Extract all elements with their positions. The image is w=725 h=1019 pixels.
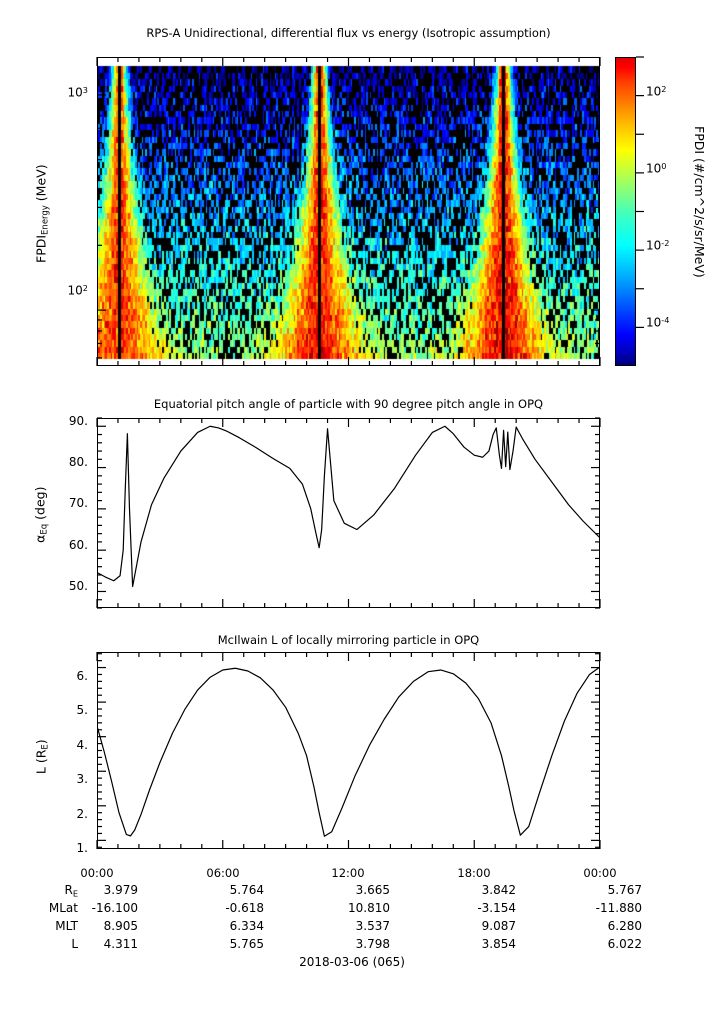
table-cell: -11.880 [595, 901, 642, 915]
ephemeris-rowlabel-mlat: MLat [48, 901, 78, 915]
table-cell: -16.100 [91, 901, 138, 915]
table-cell: 9.087 [481, 919, 516, 933]
ephemeris-rowlabel-l: L [71, 937, 78, 951]
xtick-label-2: 12:00 [331, 866, 365, 880]
mcilwain-line [97, 666, 600, 837]
mcilwain-ytick-5: 5. [76, 703, 88, 717]
colorbar-ticklabel-2: 100 [646, 161, 692, 176]
mcilwain-ytick-2: 2. [76, 807, 88, 821]
table-cell: 3.537 [355, 919, 390, 933]
colorbar-label: FPDI (#/cm^2/s/sr/MeV) [692, 126, 707, 278]
spectrogram-ticks [96, 57, 601, 366]
mcilwain-ytick-6: 6. [76, 669, 88, 683]
table-cell: -0.618 [225, 901, 264, 915]
xtick-label-0: 00:00 [80, 866, 114, 880]
table-cell: 3.842 [481, 883, 516, 897]
rowlabel-sub-e: E [72, 888, 78, 899]
table-cell: 10.810 [348, 901, 390, 915]
cb-mantissa: 10 [646, 84, 662, 99]
mcilwain-ylabel-text: L (R [33, 749, 49, 775]
table-cell: 5.767 [607, 883, 642, 897]
table-cell: 3.854 [481, 937, 516, 951]
rowlabel-r: R [64, 883, 73, 897]
pitch-ytick-80: 80. [68, 455, 88, 469]
spectrogram-ytick-100: 102 [20, 283, 88, 298]
pitch-angle-title: Equatorial pitch angle of particle with … [153, 397, 544, 411]
mcilwain-ytick-4: 4. [76, 738, 88, 752]
table-cell: 8.905 [103, 919, 138, 933]
pitch-ytick-70: 70. [68, 496, 88, 510]
mcilwain-axes [97, 652, 600, 849]
table-cell: 5.764 [229, 883, 264, 897]
pitch-angle-ticks [96, 417, 601, 609]
cb-exponent: -2 [661, 238, 670, 248]
table-cell: 5.765 [229, 937, 264, 951]
cb-exponent: 2 [661, 84, 667, 94]
pitch-angle-axes [97, 418, 600, 608]
cb-mantissa: 10 [646, 238, 662, 253]
ytick-mantissa: 10 [67, 85, 83, 100]
ephemeris-table: RE MLat MLT L 3.979 5.764 3.665 3.842 5.… [0, 883, 725, 973]
cb-exponent: -4 [661, 315, 670, 325]
table-cell: 6.022 [607, 937, 642, 951]
colorbar-ticklabel-3: 10-2 [646, 238, 692, 253]
mcilwain-ticks [96, 652, 601, 849]
cb-mantissa: 10 [646, 161, 662, 176]
pitch-ylabel-sub: Eq [39, 523, 50, 535]
xtick-label-4: 00:00 [583, 866, 617, 880]
mcilwain-title: McIlwain L of locally mirroring particle… [217, 633, 480, 647]
table-cell: 3.979 [103, 883, 138, 897]
spectrogram-ytick-1000: 103 [20, 85, 88, 100]
spectrogram-title: RPS-A Unidirectional, differential flux … [146, 26, 551, 40]
spectrogram-ylabel-unit: (MeV) [33, 164, 49, 206]
spectrogram-ylabel: FPDIEnergy (MeV) [33, 144, 50, 284]
ytick-mantissa: 10 [67, 283, 83, 298]
spectrogram-image [98, 58, 599, 365]
ytick-exponent: 2 [82, 283, 88, 293]
pitch-ytick-50: 50. [68, 579, 88, 593]
cb-exponent: 0 [661, 161, 667, 171]
ephemeris-rowlabel-mlt: MLT [55, 919, 78, 933]
mcilwain-ytick-3: 3. [76, 772, 88, 786]
spectrogram-ylabel-text: FPDI [33, 234, 49, 263]
pitch-ytick-60: 60. [68, 538, 88, 552]
ephemeris-rowlabel-re: RE [0, 883, 79, 899]
table-cell: 4.311 [103, 937, 138, 951]
table-cell: 3.665 [355, 883, 390, 897]
cb-mantissa: 10 [646, 315, 662, 330]
mcilwain-ylabel: L (RE) [33, 710, 50, 804]
table-cell: 6.334 [229, 919, 264, 933]
pitch-ytick-90: 90. [68, 414, 88, 428]
xtick-label-3: 18:00 [457, 866, 491, 880]
pitch-angle-ylabel: αEq (deg) [32, 455, 49, 575]
colorbar-ticklabel-1: 102 [646, 84, 692, 99]
table-cell: -3.154 [477, 901, 516, 915]
ytick-exponent: 3 [82, 85, 88, 95]
date-label: 2018-03-06 (065) [299, 955, 405, 969]
colorbar-ticklabel-4: 10-4 [646, 315, 692, 330]
table-cell: 3.798 [355, 937, 390, 951]
table-cell: 6.280 [607, 919, 642, 933]
colorbar-ticks [636, 56, 644, 328]
colorbar [615, 57, 636, 366]
pitch-angle-line [97, 425, 600, 588]
spectrogram-ylabel-sub: Energy [40, 205, 51, 235]
mcilwain-ytick-1: 1. [76, 841, 88, 855]
xtick-label-1: 06:00 [206, 866, 240, 880]
